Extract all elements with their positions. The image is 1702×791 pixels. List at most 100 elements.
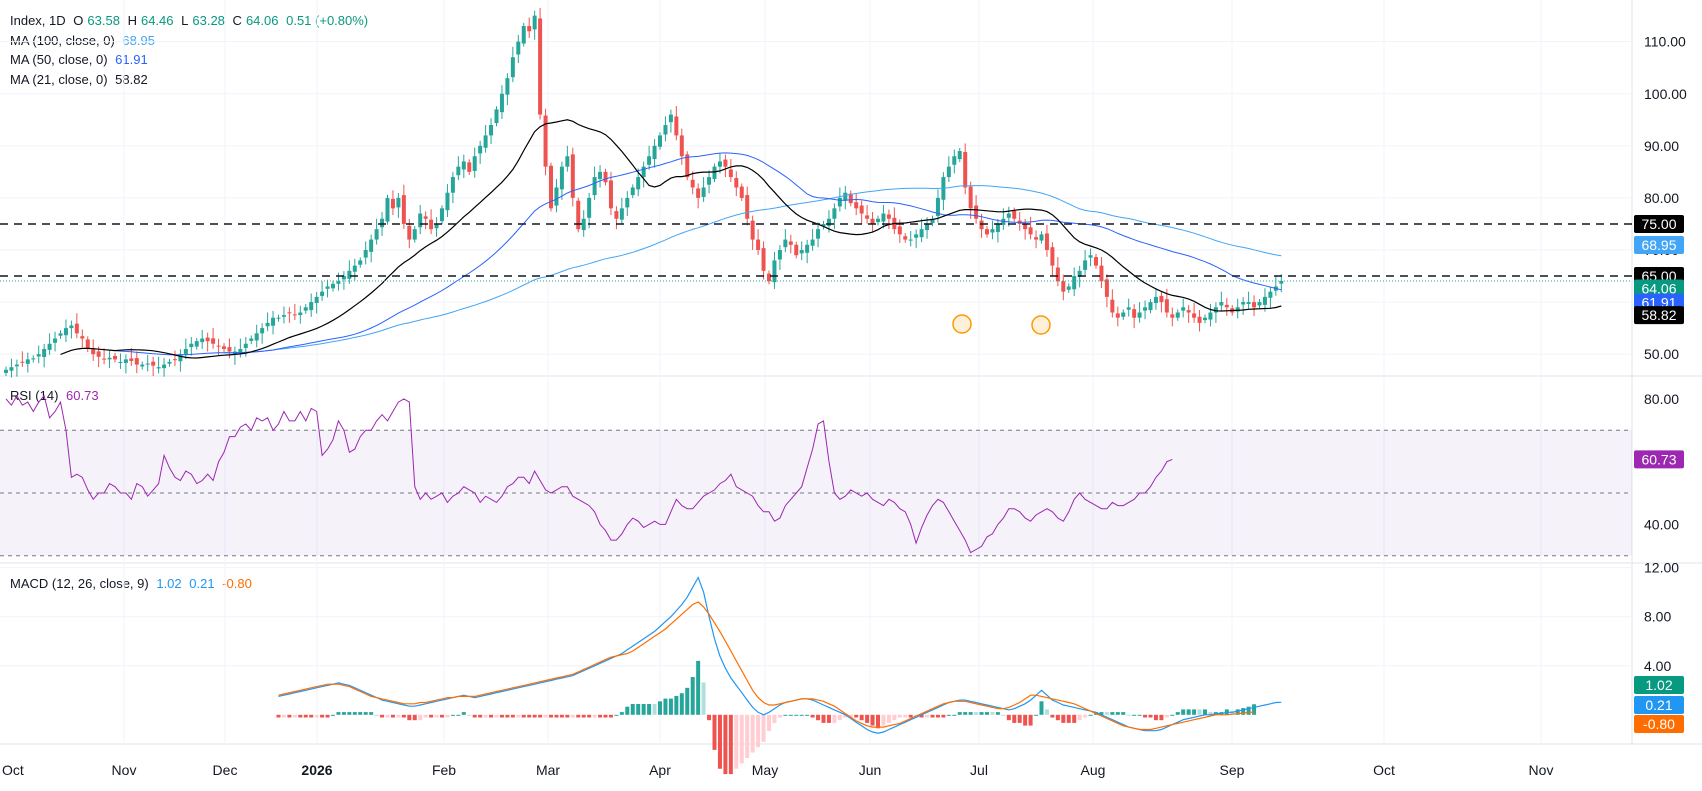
candle: [418, 204, 423, 235]
candle-body: [559, 166, 564, 190]
candle: [783, 229, 788, 253]
candle-body: [625, 197, 630, 208]
candle: [129, 348, 134, 366]
candle-body: [1224, 304, 1229, 308]
candle-body: [554, 187, 559, 206]
candle-body: [843, 192, 848, 201]
macd-hist-bar: [1044, 709, 1049, 715]
x-tick-label: Apr: [649, 762, 671, 778]
candle: [232, 346, 237, 365]
candle: [9, 358, 14, 378]
macd-legend[interactable]: MACD (12, 26, close, 9) 1.02 0.21 -0.80: [10, 576, 252, 591]
macd-hist-bar: [881, 714, 886, 726]
macd-hist-bar: [1083, 714, 1088, 718]
macd-hist-bar: [1023, 714, 1028, 726]
candle-body: [401, 195, 406, 224]
candle: [1115, 306, 1120, 327]
macd-tick-label: 8.00: [1644, 609, 1671, 625]
candle-body: [990, 229, 995, 233]
candle: [4, 366, 8, 377]
ma50-legend[interactable]: MA (50, close, 0) 61.91: [10, 52, 148, 67]
macd-hist-bar: [434, 714, 439, 718]
candle-body: [636, 177, 641, 190]
candle-body: [647, 156, 652, 165]
candle: [96, 346, 101, 368]
candle: [216, 338, 221, 355]
ma100-legend[interactable]: MA (100, close, 0) 68.95: [10, 32, 155, 48]
candle-body: [1181, 307, 1186, 311]
macd-hist-bar: [1148, 714, 1153, 718]
candle: [483, 125, 488, 153]
candle: [36, 345, 41, 364]
candle: [930, 215, 935, 227]
candle: [799, 241, 804, 261]
macd-hist-bar: [1208, 712, 1213, 715]
candle-body: [734, 178, 739, 188]
candle-body: [914, 234, 919, 238]
ma21-legend[interactable]: MA (21, close, 0) 58.82: [10, 71, 148, 87]
candle-body: [271, 317, 276, 326]
macd-hist-bar: [407, 714, 412, 721]
candle-body: [309, 302, 314, 311]
candle-body: [1126, 307, 1131, 310]
candle: [756, 229, 761, 255]
macd-hist-bar: [810, 714, 815, 718]
candle: [619, 197, 624, 225]
candle-body: [614, 211, 619, 219]
candle: [1121, 309, 1126, 320]
candle-body: [412, 229, 417, 240]
signal-line: [278, 601, 1255, 731]
macd-hist-bar: [1115, 712, 1120, 715]
candle-body: [80, 336, 85, 339]
macd-hist-bar: [668, 698, 673, 715]
candle: [570, 147, 575, 207]
candle: [80, 329, 85, 348]
macd-hist-bar: [876, 714, 880, 729]
candle: [837, 187, 842, 212]
candle: [489, 118, 494, 145]
candle-body: [1257, 302, 1262, 306]
macd-hist-bar: [619, 712, 624, 715]
candle-body: [1094, 257, 1098, 266]
candle-body: [543, 115, 548, 167]
candle-body: [1066, 286, 1071, 290]
macd-hist-bar: [832, 714, 837, 723]
macd-hist-bar: [1159, 714, 1164, 721]
candle-body: [1121, 312, 1126, 317]
candle: [472, 147, 477, 178]
candle-body: [1034, 237, 1039, 240]
rsi-legend[interactable]: RSI (14) 60.73: [10, 388, 99, 403]
candle-body: [707, 177, 712, 185]
candle-body: [69, 325, 74, 329]
candle: [701, 177, 706, 202]
candle-body: [1246, 302, 1251, 304]
price-legend: Index, 1D O 63.58 H 64.46 L 63.28 C 64.06 0.…: [10, 11, 372, 89]
macd-hist-bar: [1061, 714, 1066, 723]
macd-hist-bar: [412, 714, 417, 721]
candle-body: [472, 156, 477, 171]
candle-body: [1088, 255, 1093, 258]
candle-body: [113, 355, 117, 360]
candle-body: [925, 223, 930, 231]
x-tick-label: Oct: [1373, 762, 1395, 778]
candle-body: [172, 359, 177, 361]
macd-hist-bar: [576, 714, 581, 718]
macd-hist-bar: [679, 693, 684, 715]
macd-badge-text: 0.21: [1645, 697, 1672, 713]
candle-body: [25, 359, 30, 364]
candle-body: [374, 229, 379, 240]
bottom-marker-circle: [1031, 315, 1051, 335]
candle: [374, 218, 379, 245]
candle: [1262, 288, 1267, 312]
candle-body: [396, 197, 401, 208]
macd-hist-bar: [739, 714, 744, 764]
macd-hist-bar: [974, 712, 979, 715]
candle: [385, 194, 390, 225]
symbol-label[interactable]: Index, 1D: [10, 13, 66, 28]
candle: [401, 184, 406, 229]
macd-hist-bar: [570, 714, 575, 718]
candle: [271, 310, 276, 335]
candle-body: [854, 202, 859, 209]
candle-body: [1115, 313, 1120, 318]
